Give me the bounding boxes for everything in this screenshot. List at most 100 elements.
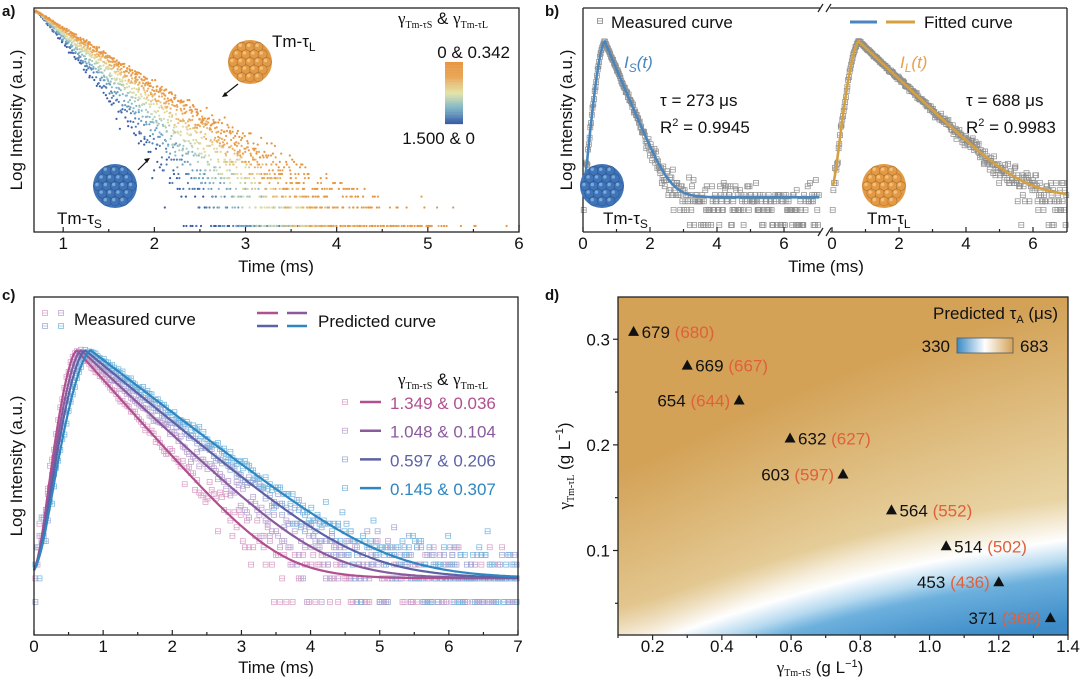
a-data-point	[123, 62, 126, 65]
c-legend-measured: Measured curve	[74, 310, 196, 329]
b-measured-point	[1018, 222, 1025, 228]
a-data-point	[73, 32, 76, 36]
a-data-point	[264, 187, 267, 190]
a-data-point	[255, 152, 258, 155]
c-measured-point	[484, 528, 491, 535]
a-data-point	[134, 78, 137, 81]
a-data-point	[235, 144, 238, 147]
a-data-point	[199, 181, 203, 185]
a-data-point	[159, 90, 162, 93]
a-data-point	[225, 163, 228, 166]
a-data-point	[146, 138, 149, 142]
a-data-point	[103, 75, 106, 78]
b-measured-point	[670, 207, 677, 213]
d-point-label: 603 (597)	[761, 465, 834, 484]
a-data-point	[101, 53, 104, 57]
a-data-point	[165, 147, 168, 150]
a-data-point	[143, 88, 146, 92]
a-data-point	[75, 33, 78, 36]
a-data-point	[229, 129, 232, 133]
a-data-point	[239, 154, 242, 157]
a-data-point	[179, 119, 182, 122]
a-data-point	[272, 187, 275, 190]
a-data-point	[45, 15, 48, 18]
c-measured-point	[266, 538, 273, 544]
c-measured-point	[262, 517, 269, 524]
a-data-point	[176, 105, 179, 108]
b-measured-point	[1061, 207, 1067, 213]
a-data-point	[180, 109, 183, 112]
a-data-point	[174, 113, 177, 116]
a-data-point	[311, 206, 314, 209]
a-data-point	[270, 142, 273, 145]
a-data-point	[202, 187, 205, 190]
a-data-point	[330, 187, 333, 190]
a-data-point	[405, 206, 408, 209]
c-measured-point	[36, 520, 43, 527]
a-data-point	[39, 12, 43, 15]
a-data-point	[201, 120, 204, 124]
b-fitted-curve-1	[831, 39, 1067, 196]
a-data-points	[34, 9, 521, 228]
a-data-point	[251, 172, 254, 176]
a-data-point	[167, 156, 171, 159]
a-data-point	[154, 147, 158, 150]
a-data-point	[270, 163, 273, 166]
a-colorbar-bottom-label: 1.500 & 0	[402, 129, 475, 148]
panel-label-d: d)	[545, 287, 559, 304]
a-data-point	[236, 158, 239, 161]
c-measured-point	[223, 485, 230, 492]
a-data-point	[417, 224, 420, 228]
a-data-point	[273, 144, 276, 147]
a-data-point	[313, 187, 316, 190]
a-data-point	[348, 206, 351, 209]
a-data-point	[473, 224, 476, 228]
c-measured-point	[370, 517, 377, 524]
a-data-point	[240, 144, 243, 147]
b-measured-point	[1005, 160, 1011, 167]
c-measured-point	[250, 494, 257, 500]
c-measured-point	[318, 524, 325, 531]
a-data-point	[98, 67, 101, 70]
c-measured-point	[269, 561, 275, 568]
a-data-point	[214, 121, 217, 124]
a-data-point	[163, 97, 166, 100]
a-data-point	[145, 101, 148, 104]
a-data-point	[220, 122, 224, 125]
c-legend-marker	[342, 427, 348, 434]
panel-c: 0 1 2 3 4 5 6 7	[29, 296, 523, 656]
a-data-point	[205, 120, 208, 123]
d-data-point-triangle	[885, 504, 897, 515]
a-data-point	[207, 187, 210, 190]
c-measured-point	[258, 483, 265, 490]
a-data-point	[210, 123, 213, 126]
a-data-point	[356, 187, 359, 190]
a-data-point	[95, 46, 98, 49]
a-data-point	[237, 195, 241, 198]
a-data-point	[294, 172, 297, 176]
d-x-tick-label: 0.4	[710, 637, 734, 656]
c-measured-point	[488, 561, 495, 568]
a-data-point	[79, 50, 82, 53]
a-data-point	[175, 177, 178, 180]
c-legend-series-label: 1.048 & 0.104	[390, 423, 496, 442]
a-data-point	[119, 63, 122, 67]
d-data-point-triangle	[1044, 612, 1056, 623]
b-small-nanocluster-icon	[580, 164, 624, 208]
a-data-point	[177, 132, 180, 135]
a-data-point	[121, 108, 124, 111]
a-data-point	[104, 94, 107, 97]
a-data-point	[204, 154, 207, 157]
a-data-point	[83, 50, 86, 53]
a-data-point	[125, 110, 129, 113]
a-data-point	[304, 166, 307, 169]
c-x-tick-label: 5	[375, 637, 384, 656]
a-data-point	[140, 78, 143, 81]
a-data-point	[137, 83, 140, 86]
a-data-point	[169, 152, 172, 155]
a-data-point	[440, 224, 443, 228]
a-data-point	[245, 163, 248, 166]
c-measured-point	[318, 599, 325, 605]
a-data-point	[339, 181, 342, 185]
b-measured-point	[745, 207, 752, 213]
